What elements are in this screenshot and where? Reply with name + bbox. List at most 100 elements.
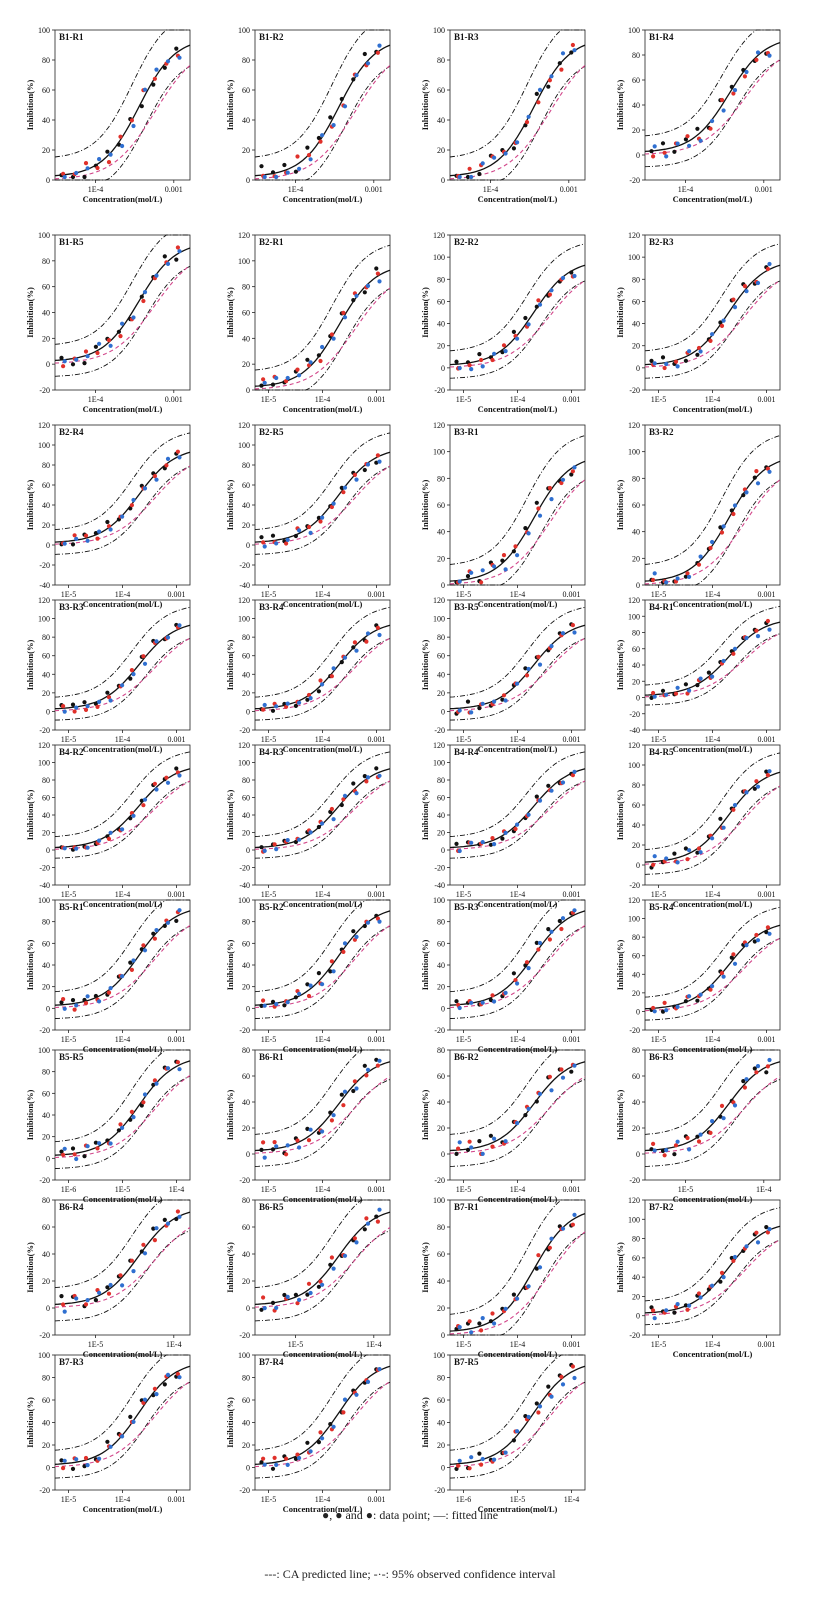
y-tick-label: 120	[628, 231, 640, 240]
data-point	[74, 1156, 79, 1162]
y-tick-label: 80	[437, 918, 445, 927]
data-point	[731, 91, 736, 96]
data-point	[549, 1236, 554, 1241]
data-point	[664, 692, 669, 697]
y-tick-label: 60	[242, 86, 250, 95]
panel-label: B5-R1	[59, 902, 84, 912]
data-point	[93, 344, 98, 349]
data-point	[479, 357, 484, 363]
ci-upper-line	[54, 234, 190, 345]
fitted-line	[644, 924, 781, 1010]
y-tick-label: 20	[242, 1124, 250, 1133]
data-point	[175, 449, 180, 454]
chart-panel: -20 0 20 40 60 80 100 1E-6 1E-5 1E-4 Concentration…	[420, 1351, 586, 1514]
x-tick-label: 1E-4	[288, 185, 304, 194]
panel-label: B6-R1	[259, 1052, 284, 1062]
data-point	[297, 528, 302, 533]
data-point	[560, 1075, 566, 1080]
data-point	[652, 144, 657, 149]
data-point	[282, 1003, 287, 1008]
ci-lower-line	[254, 1230, 391, 1322]
data-point	[262, 1462, 267, 1467]
y-tick-label: 20	[242, 360, 250, 369]
data-point	[695, 1134, 700, 1139]
data-point	[285, 1000, 290, 1005]
x-tick-label: 1E-5	[651, 890, 667, 899]
data-point	[116, 329, 121, 334]
data-point	[662, 1153, 667, 1158]
data-point	[308, 360, 313, 365]
data-point	[515, 1296, 520, 1301]
data-point	[308, 1127, 313, 1132]
data-point	[270, 533, 276, 538]
data-point	[152, 1238, 157, 1243]
data-point	[672, 1310, 677, 1315]
data-point	[177, 1067, 182, 1072]
data-point	[731, 511, 736, 517]
data-point	[456, 1463, 461, 1468]
data-point	[177, 1214, 182, 1219]
panel-label: B7-R2	[649, 1202, 674, 1212]
x-tick-label: 1E-5	[61, 1495, 77, 1504]
x-axis-label: Concentration(mol/L)	[673, 1349, 753, 1359]
ci-upper-line	[254, 1199, 390, 1289]
y-tick-label: 40	[242, 1250, 250, 1259]
data-point	[352, 640, 357, 645]
y-tick-label: 100	[238, 759, 250, 768]
data-point	[660, 355, 666, 360]
data-point	[295, 1301, 300, 1306]
data-point	[274, 847, 279, 852]
data-point	[72, 1007, 77, 1012]
y-tick-label: 80	[437, 633, 445, 642]
data-point	[74, 1003, 79, 1008]
x-axis-label: Concentration(mol/L)	[283, 599, 363, 609]
y-tick-label: 80	[42, 1068, 50, 1077]
data-point	[374, 266, 379, 271]
data-point	[306, 1138, 312, 1143]
x-tick-label: 0.001	[368, 1495, 386, 1504]
x-tick-label: 0.001	[758, 735, 776, 744]
ci-lower-line	[54, 1230, 191, 1322]
data-point	[85, 538, 90, 543]
data-point	[105, 149, 110, 154]
data-point	[754, 779, 759, 784]
y-tick-label: 120	[238, 596, 250, 605]
data-point	[375, 625, 380, 630]
ca-predicted-line	[449, 279, 586, 368]
data-point	[675, 1004, 680, 1010]
data-point	[154, 1226, 159, 1231]
data-point	[97, 529, 102, 534]
data-point	[175, 1371, 180, 1377]
x-tick-label: 0.001	[758, 1340, 776, 1349]
y-tick-label: 20	[242, 1441, 250, 1450]
data-point	[649, 149, 654, 154]
x-tick-label: 0.001	[758, 395, 776, 404]
y-tick-label: 20	[632, 342, 640, 351]
data-point	[456, 1146, 461, 1151]
data-point	[662, 1000, 667, 1006]
ci-lower-line	[644, 938, 781, 1021]
data-point	[365, 920, 371, 925]
data-point	[270, 382, 276, 387]
data-point	[93, 993, 98, 999]
data-point	[118, 134, 123, 139]
data-point	[83, 1001, 89, 1006]
data-point	[708, 338, 713, 343]
ca-predicted-line	[54, 925, 191, 1009]
data-point	[129, 967, 134, 973]
data-point	[698, 850, 703, 855]
data-point	[154, 639, 159, 644]
x-tick-label: 0.001	[368, 590, 386, 599]
x-tick-label: 1E-4	[315, 735, 331, 744]
ca-predicted-line	[449, 1076, 586, 1154]
data-point	[698, 554, 703, 559]
data-point	[454, 841, 459, 847]
y-tick-label: 100	[38, 896, 50, 905]
data-point	[752, 1066, 757, 1071]
data-point	[765, 1230, 771, 1235]
y-tick-label: 40	[242, 670, 250, 679]
panel-label: B6-R2	[454, 1052, 479, 1062]
x-tick-label: 0.001	[758, 1035, 776, 1044]
y-tick-label: 0	[46, 707, 50, 716]
data-point	[128, 506, 133, 511]
